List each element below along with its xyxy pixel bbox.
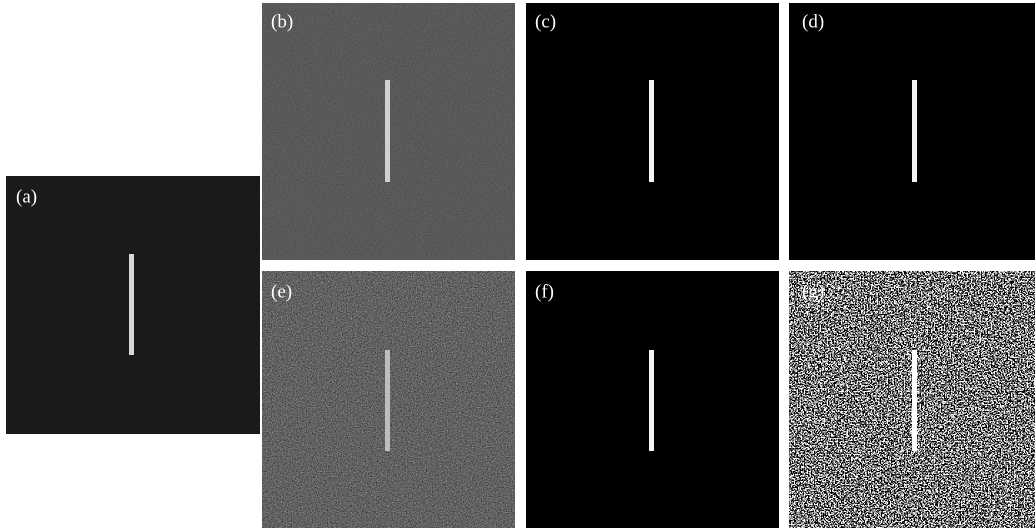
- panel-label: (b): [271, 11, 293, 32]
- page: (a) (b) (c) (d) (e) (f) (g) (() => { con…: [0, 0, 1035, 531]
- panel-b: (b): [262, 3, 515, 260]
- panel-label: (d): [802, 11, 824, 32]
- panel-g: (g): [789, 271, 1035, 528]
- panel-label: (e): [271, 281, 292, 302]
- figure: (a) (b) (c) (d) (e) (f) (g): [0, 0, 1035, 531]
- panel-a: (a): [6, 176, 260, 434]
- panel-label: (f): [535, 281, 554, 302]
- panel-label: (a): [16, 186, 37, 207]
- panel-c: (c): [526, 3, 779, 260]
- panel-e: (e): [262, 271, 515, 528]
- panel-d: (d): [789, 3, 1035, 260]
- panel-label: (g): [802, 281, 824, 302]
- panel-f: (f): [526, 271, 779, 528]
- panel-label: (c): [535, 11, 556, 32]
